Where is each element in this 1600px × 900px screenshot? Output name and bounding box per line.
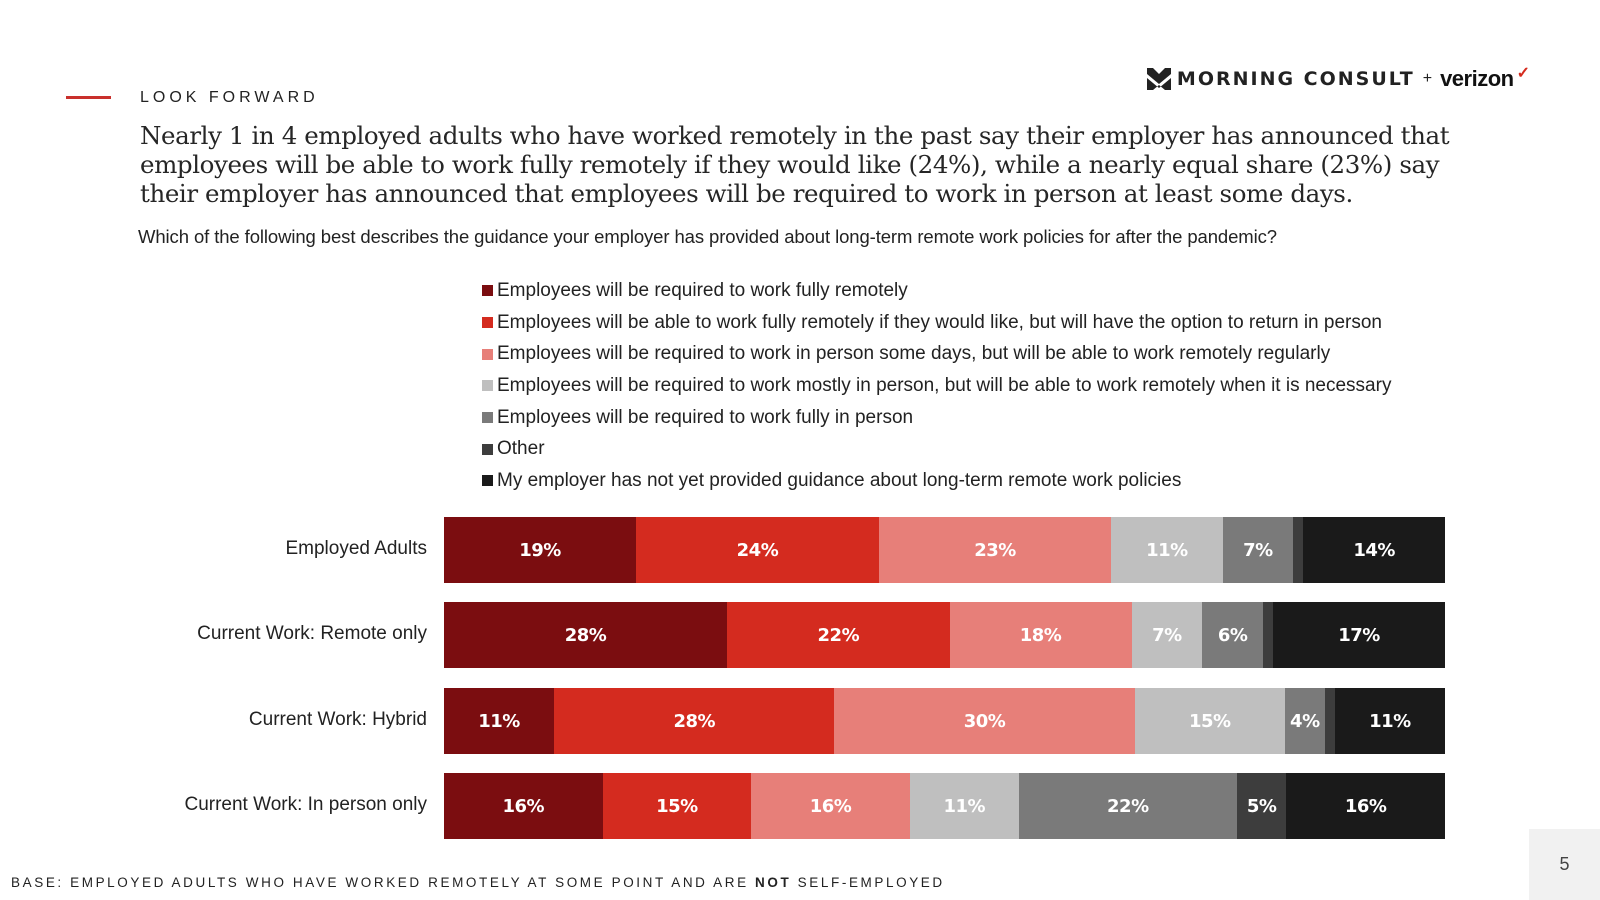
- data-label: 17%: [1338, 624, 1380, 646]
- data-label: 22%: [1107, 795, 1149, 817]
- bar-segment: 28%: [554, 688, 835, 754]
- legend-label: My employer has not yet provided guidanc…: [497, 469, 1182, 491]
- bar-segment: 28%: [444, 602, 728, 668]
- legend-label: Other: [497, 438, 545, 460]
- bar-segment: 6%: [1202, 602, 1263, 668]
- data-label: 11%: [943, 795, 986, 817]
- survey-question: Which of the following best describes th…: [138, 226, 1277, 247]
- category-label: Current Work: In person only: [184, 794, 427, 815]
- data-label: 19%: [519, 539, 561, 561]
- accent-line: [66, 96, 111, 99]
- legend-item: Employees will be able to work fully rem…: [482, 307, 1391, 339]
- data-label: 16%: [502, 795, 545, 817]
- bar-segment: 22%: [1018, 773, 1237, 839]
- bar-segment: 23%: [878, 517, 1112, 583]
- bar-segment: 16%: [751, 773, 910, 839]
- data-label: 15%: [656, 795, 698, 817]
- bar-segment: 18%: [949, 602, 1132, 668]
- bar-segment: 16%: [444, 773, 603, 839]
- verizon-check-icon: ✓: [1516, 65, 1530, 82]
- data-label: 23%: [974, 539, 1016, 561]
- legend-swatch: [482, 317, 493, 329]
- legend-label: Employees will be required to work fully…: [497, 279, 908, 301]
- legend-item: Employees will be required to work fully…: [482, 275, 1391, 307]
- data-label: 15%: [1188, 710, 1231, 732]
- legend-item: Other: [482, 433, 1391, 465]
- category-label: Current Work: Remote only: [197, 623, 427, 644]
- morning-consult-wordmark: MORNING CONSULT: [1176, 68, 1415, 90]
- bar-row: 28% 22% 18% 7% 6% 17%: [444, 602, 1445, 668]
- data-label: 6%: [1217, 624, 1248, 646]
- bar-segment: 24%: [636, 517, 879, 583]
- bar-segment: 7%: [1222, 517, 1294, 583]
- data-label: 28%: [673, 710, 716, 732]
- bar-segment: 22%: [727, 602, 950, 668]
- chart-legend: Employees will be required to work fully…: [482, 275, 1391, 497]
- data-label: 11%: [1369, 710, 1411, 732]
- category-label: Current Work: Hybrid: [248, 709, 427, 730]
- data-label: 5%: [1246, 795, 1277, 817]
- data-label: 16%: [1344, 795, 1387, 817]
- bar-segment: 7%: [1131, 602, 1203, 668]
- legend-swatch: [482, 348, 493, 360]
- base-footnote: BASE: EMPLOYED ADULTS WHO HAVE WORKED RE…: [11, 875, 945, 890]
- category-label: Employed Adults: [285, 538, 427, 559]
- base-prefix: BASE: EMPLOYED ADULTS WHO HAVE WORKED RE…: [11, 875, 756, 890]
- bar-segment: 11%: [1334, 688, 1445, 754]
- bar-segment: 5%: [1236, 773, 1287, 839]
- data-label: 7%: [1152, 624, 1182, 646]
- morning-consult-logo-icon: [1146, 68, 1171, 90]
- headline: Nearly 1 in 4 employed adults who have w…: [140, 121, 1450, 208]
- data-label: 22%: [817, 624, 860, 646]
- data-label: 4%: [1290, 710, 1320, 732]
- legend-label: Employees will be required to work mostl…: [497, 374, 1392, 396]
- bar-row: 11% 28% 30% 15% 4% 11%: [444, 688, 1445, 754]
- logo-plus: +: [1422, 70, 1433, 87]
- legend-label: Employees will be required to work fully…: [497, 406, 914, 428]
- logo: MORNING CONSULT + verizon ✓: [1146, 65, 1530, 92]
- base-suffix: SELF-EMPLOYED: [791, 875, 945, 890]
- bar-segment: [1262, 602, 1274, 668]
- bar-row: 16% 15% 16% 11% 22% 5% 16%: [444, 773, 1445, 839]
- bar-segment: 19%: [444, 517, 637, 583]
- bar-segment: 17%: [1273, 602, 1445, 668]
- data-label: 11%: [1146, 539, 1188, 561]
- data-label: 28%: [564, 624, 607, 646]
- legend-swatch: [482, 443, 493, 455]
- bar-segment: 11%: [444, 688, 555, 754]
- legend-swatch: [482, 475, 493, 487]
- data-label: 24%: [736, 539, 779, 561]
- legend-label: Employees will be required to work in pe…: [497, 343, 1331, 365]
- bar-segment: 4%: [1284, 688, 1325, 754]
- verizon-wordmark: verizon: [1440, 66, 1514, 91]
- legend-item: Employees will be required to work mostl…: [482, 370, 1391, 402]
- bar-segment: 30%: [834, 688, 1135, 754]
- legend-item: My employer has not yet provided guidanc…: [482, 465, 1391, 497]
- data-label: 7%: [1243, 539, 1273, 561]
- legend-item: Employees will be required to work fully…: [482, 402, 1391, 434]
- legend-swatch: [482, 380, 493, 392]
- data-label: 14%: [1353, 539, 1395, 561]
- data-label: 18%: [1019, 624, 1062, 646]
- bar-segment: 14%: [1303, 517, 1445, 583]
- data-label: 30%: [963, 710, 1006, 732]
- bar-row: 19% 24% 23% 11% 7% 14%: [444, 517, 1445, 583]
- page-number: 5: [1529, 829, 1600, 900]
- bar-segment: 11%: [909, 773, 1019, 839]
- bar-segment: 15%: [602, 773, 752, 839]
- legend-item: Employees will be required to work in pe…: [482, 338, 1391, 370]
- bar-segment: [1324, 688, 1335, 754]
- bar-segment: 11%: [1111, 517, 1223, 583]
- base-bold: NOT: [755, 875, 792, 890]
- legend-swatch: [482, 285, 493, 297]
- legend-label: Employees will be able to work fully rem…: [497, 311, 1382, 333]
- section-label: LOOK FORWARD: [140, 89, 319, 106]
- data-label: 11%: [478, 710, 520, 732]
- data-label: 16%: [809, 795, 852, 817]
- bar-segment: [1293, 517, 1304, 583]
- bar-segment: 16%: [1286, 773, 1445, 839]
- bar-segment: 15%: [1134, 688, 1285, 754]
- legend-swatch: [482, 412, 493, 424]
